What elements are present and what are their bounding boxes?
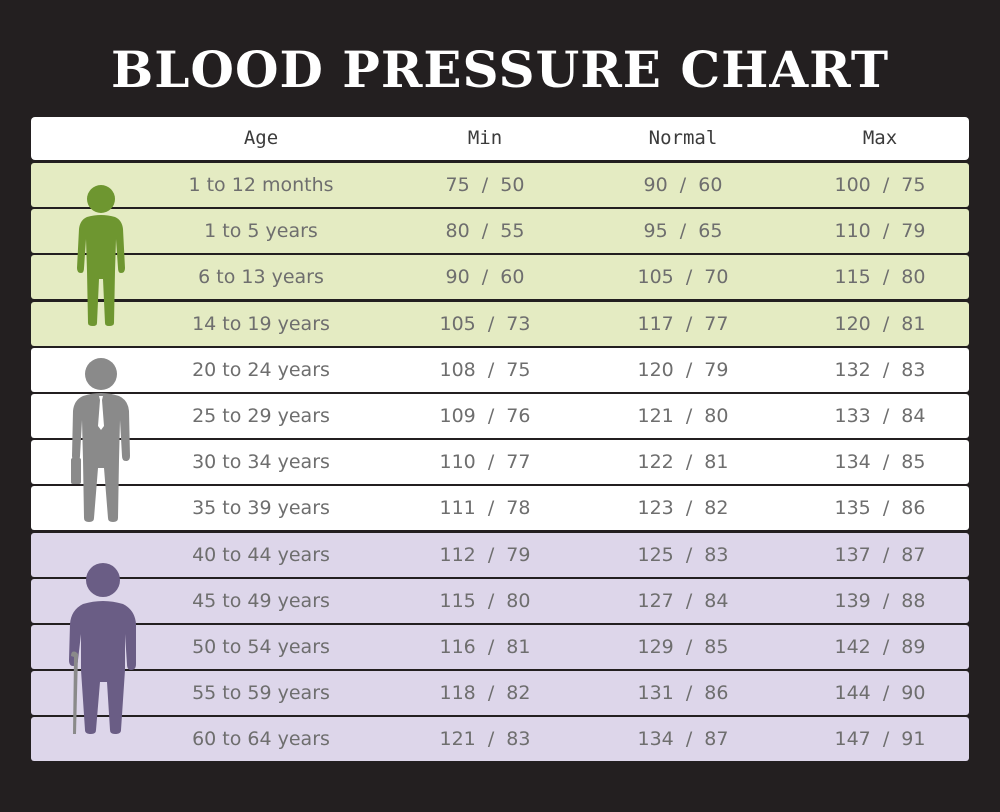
table-row: 45 to 49 years 115 / 80 127 / 84 139 / 88: [31, 578, 969, 623]
column-header-normal: Normal: [648, 127, 718, 149]
max-cell: 132 / 83: [834, 358, 926, 381]
column-header-min: Min: [467, 127, 503, 149]
table-row: 20 to 24 years 108 / 75 120 / 79 132 / 83: [31, 347, 969, 392]
age-cell: 35 to 39 years: [192, 497, 330, 520]
table-row: 40 to 44 years 112 / 79 125 / 83 137 / 87: [31, 532, 969, 577]
age-cell: 60 to 64 years: [192, 728, 330, 751]
table-row: 35 to 39 years 111 / 78 123 / 82 135 / 86: [31, 486, 969, 531]
max-cell: 120 / 81: [834, 312, 926, 335]
age-cell: 25 to 29 years: [192, 405, 330, 427]
table-row: 30 to 34 years 110 / 77 122 / 81 134 / 85: [31, 440, 969, 485]
min-cell: 105 / 73: [439, 312, 531, 335]
min-cell: 112 / 79: [439, 543, 531, 566]
table-row: 1 to 12 months 75 / 50 90 / 60 100 / 75: [31, 163, 969, 207]
table-row: 55 to 59 years 118 / 82 131 / 86 144 / 90: [31, 671, 969, 716]
age-cell: 6 to 13 years: [198, 266, 324, 289]
age-cell: 1 to 5 years: [204, 220, 318, 243]
max-cell: 147 / 91: [834, 728, 926, 751]
normal-cell: 105 / 70: [637, 266, 729, 289]
normal-cell: 117 / 77: [637, 312, 729, 335]
table-row: 60 to 64 years 121 / 83 134 / 87 147 / 91: [31, 717, 969, 762]
min-cell: 108 / 75: [439, 358, 531, 381]
age-cell: 1 to 12 months: [188, 174, 334, 196]
normal-cell: 129 / 85: [637, 636, 729, 658]
table-row: 50 to 54 years 116 / 81 129 / 85 142 / 89: [31, 625, 969, 669]
table-row: 14 to 19 years 105 / 73 117 / 77 120 / 81: [31, 301, 969, 346]
max-cell: 144 / 90: [834, 682, 926, 705]
table-row: 25 to 29 years 109 / 76 121 / 80 133 / 84: [31, 394, 969, 438]
min-cell: 121 / 83: [439, 728, 531, 751]
max-cell: 100 / 75: [834, 174, 926, 196]
normal-cell: 121 / 80: [637, 405, 729, 427]
age-cell: 14 to 19 years: [192, 312, 330, 335]
max-cell: 133 / 84: [834, 405, 926, 427]
normal-cell: 120 / 79: [637, 358, 729, 381]
table-row: 6 to 13 years 90 / 60 105 / 70 115 / 80: [31, 255, 969, 300]
min-cell: 75 / 50: [445, 174, 525, 196]
max-cell: 110 / 79: [834, 220, 926, 243]
table-row: 1 to 5 years 80 / 55 95 / 65 110 / 79: [31, 209, 969, 254]
age-cell: 30 to 34 years: [192, 451, 330, 474]
max-cell: 142 / 89: [834, 636, 926, 658]
age-cell: 45 to 49 years: [192, 589, 330, 612]
normal-cell: 134 / 87: [637, 728, 729, 751]
min-cell: 90 / 60: [445, 266, 525, 289]
min-cell: 115 / 80: [439, 589, 531, 612]
column-header-max: Max: [862, 127, 898, 149]
max-cell: 115 / 80: [834, 266, 926, 289]
max-cell: 139 / 88: [834, 589, 926, 612]
max-cell: 137 / 87: [834, 543, 926, 566]
normal-cell: 127 / 84: [637, 589, 729, 612]
min-cell: 111 / 78: [439, 497, 531, 520]
max-cell: 135 / 86: [834, 497, 926, 520]
min-cell: 116 / 81: [439, 636, 531, 658]
age-cell: 55 to 59 years: [192, 682, 330, 705]
normal-cell: 95 / 65: [643, 220, 723, 243]
normal-cell: 125 / 83: [637, 543, 729, 566]
age-cell: 20 to 24 years: [192, 358, 330, 381]
table-header-row: Age Min Normal Max: [31, 117, 969, 160]
age-cell: 40 to 44 years: [192, 543, 330, 566]
age-cell: 50 to 54 years: [192, 636, 330, 658]
min-cell: 109 / 76: [439, 405, 531, 427]
min-cell: 110 / 77: [439, 451, 531, 474]
normal-cell: 90 / 60: [643, 174, 723, 196]
min-cell: 118 / 82: [439, 682, 531, 705]
max-cell: 134 / 85: [834, 451, 926, 474]
normal-cell: 122 / 81: [637, 451, 729, 474]
normal-cell: 131 / 86: [637, 682, 729, 705]
min-cell: 80 / 55: [445, 220, 525, 243]
normal-cell: 123 / 82: [637, 497, 729, 520]
column-header-age: Age: [243, 127, 279, 149]
chart-title: BLOOD PRESSURE CHART: [110, 40, 890, 99]
